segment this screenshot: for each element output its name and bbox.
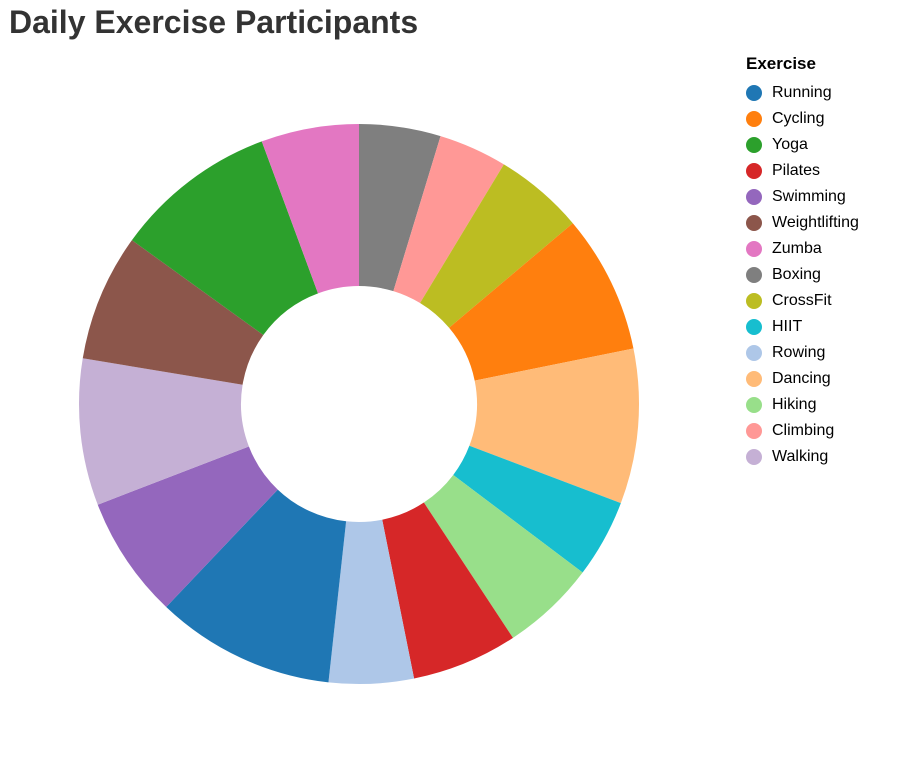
legend-label-swimming: Swimming	[772, 188, 846, 206]
legend-item-boxing: Boxing	[746, 262, 859, 288]
legend-item-cycling: Cycling	[746, 106, 859, 132]
legend-item-pilates: Pilates	[746, 158, 859, 184]
legend-item-yoga: Yoga	[746, 132, 859, 158]
legend-item-zumba: Zumba	[746, 236, 859, 262]
legend-item-dancing: Dancing	[746, 366, 859, 392]
legend-swatch-hiking	[746, 397, 762, 413]
legend-label-boxing: Boxing	[772, 266, 821, 284]
legend-label-dancing: Dancing	[772, 370, 831, 388]
legend-item-walking: Walking	[746, 444, 859, 470]
legend-swatch-cycling	[746, 111, 762, 127]
legend-swatch-weightlifting	[746, 215, 762, 231]
legend-swatch-crossfit	[746, 293, 762, 309]
legend-label-hiit: HIIT	[772, 318, 802, 336]
legend-item-hiking: Hiking	[746, 392, 859, 418]
legend-label-rowing: Rowing	[772, 344, 825, 362]
legend-label-running: Running	[772, 84, 832, 102]
legend-title: Exercise	[746, 54, 859, 74]
legend-label-cycling: Cycling	[772, 110, 824, 128]
legend-item-rowing: Rowing	[746, 340, 859, 366]
legend-label-crossfit: CrossFit	[772, 292, 832, 310]
legend-label-climbing: Climbing	[772, 422, 834, 440]
legend-swatch-pilates	[746, 163, 762, 179]
legend-swatch-dancing	[746, 371, 762, 387]
legend-label-zumba: Zumba	[772, 240, 822, 258]
legend-swatch-yoga	[746, 137, 762, 153]
legend-item-weightlifting: Weightlifting	[746, 210, 859, 236]
donut-slices	[79, 124, 639, 684]
legend-label-pilates: Pilates	[772, 162, 820, 180]
legend-swatch-climbing	[746, 423, 762, 439]
legend-item-swimming: Swimming	[746, 184, 859, 210]
legend-item-hiit: HIIT	[746, 314, 859, 340]
legend-swatch-boxing	[746, 267, 762, 283]
legend-swatch-running	[746, 85, 762, 101]
legend-swatch-swimming	[746, 189, 762, 205]
legend-swatch-hiit	[746, 319, 762, 335]
legend: Exercise Running Cycling Yoga Pilates Swimmi…	[746, 54, 859, 470]
legend-item-running: Running	[746, 80, 859, 106]
legend-items: Running Cycling Yoga Pilates Swimming Weightl…	[746, 80, 859, 470]
legend-swatch-rowing	[746, 345, 762, 361]
legend-item-climbing: Climbing	[746, 418, 859, 444]
legend-label-walking: Walking	[772, 448, 828, 466]
legend-swatch-walking	[746, 449, 762, 465]
legend-swatch-zumba	[746, 241, 762, 257]
legend-label-hiking: Hiking	[772, 396, 816, 414]
legend-item-crossfit: CrossFit	[746, 288, 859, 314]
legend-label-yoga: Yoga	[772, 136, 808, 154]
legend-label-weightlifting: Weightlifting	[772, 214, 859, 232]
